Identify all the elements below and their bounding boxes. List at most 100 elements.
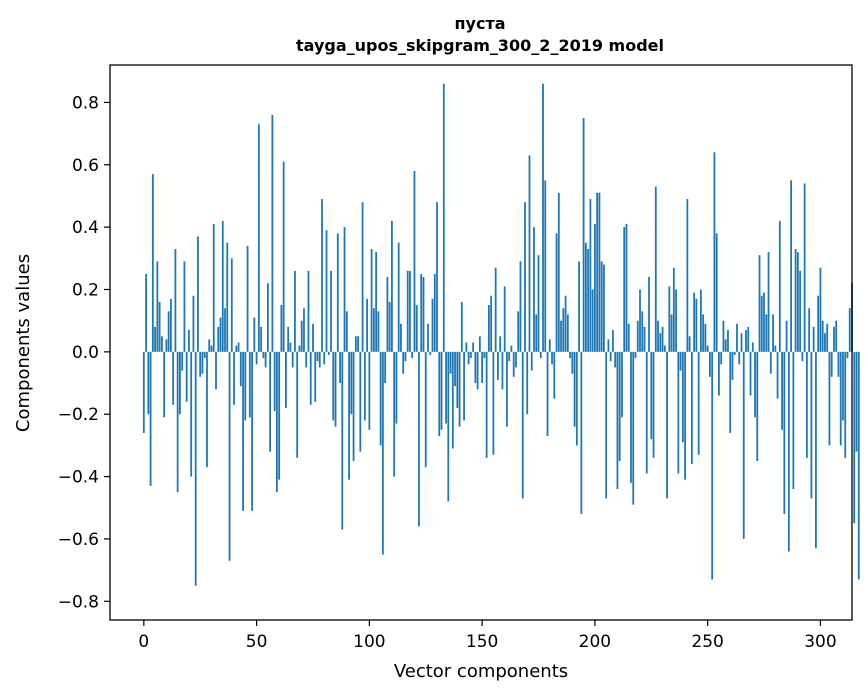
bar-253 bbox=[713, 152, 716, 352]
bar-148 bbox=[476, 351, 479, 390]
bar-36 bbox=[224, 308, 226, 352]
bar-202 bbox=[598, 192, 601, 352]
bar-153 bbox=[487, 305, 490, 352]
bar-62 bbox=[282, 161, 285, 352]
bar-243 bbox=[690, 351, 693, 465]
bar-232 bbox=[666, 351, 668, 499]
bar-237 bbox=[677, 351, 680, 474]
bar-191 bbox=[573, 351, 576, 427]
bar-10 bbox=[165, 339, 168, 352]
bar-296 bbox=[810, 351, 813, 499]
bar-67 bbox=[294, 270, 296, 352]
bar-126 bbox=[427, 323, 429, 352]
bar-27 bbox=[203, 351, 206, 359]
bar-286 bbox=[787, 351, 790, 552]
bar-20 bbox=[188, 330, 190, 352]
bar-268 bbox=[747, 326, 750, 352]
bar-18 bbox=[183, 261, 186, 352]
bar-112 bbox=[395, 351, 398, 424]
bar-297 bbox=[812, 326, 815, 352]
bar-34 bbox=[219, 317, 222, 352]
bar-41 bbox=[235, 345, 238, 352]
bar-25 bbox=[199, 351, 202, 377]
bar-48 bbox=[251, 351, 253, 511]
y-tick-label: 0.8 bbox=[72, 93, 99, 113]
bar-311 bbox=[844, 351, 847, 458]
bar-91 bbox=[348, 351, 350, 480]
bar-56 bbox=[269, 351, 272, 452]
bar-302 bbox=[824, 333, 826, 352]
bar-278 bbox=[769, 351, 772, 374]
bar-187 bbox=[564, 295, 567, 352]
bar-55 bbox=[266, 283, 269, 352]
y-tick-label: 0.4 bbox=[72, 218, 99, 238]
bar-158 bbox=[499, 336, 502, 352]
bar-301 bbox=[821, 320, 824, 352]
bar-9 bbox=[163, 351, 166, 418]
bar-252 bbox=[711, 351, 714, 580]
bar-244 bbox=[693, 292, 696, 352]
bar-197 bbox=[587, 248, 590, 352]
bar-273 bbox=[758, 255, 761, 352]
bar-75 bbox=[312, 323, 314, 352]
bar-300 bbox=[819, 267, 822, 352]
bar-39 bbox=[230, 258, 233, 352]
bar-2 bbox=[147, 351, 150, 415]
bar-213 bbox=[623, 227, 626, 352]
y-tick-label: −0.8 bbox=[58, 592, 99, 612]
bar-83 bbox=[330, 270, 332, 352]
bar-47 bbox=[248, 351, 251, 418]
bar-160 bbox=[503, 286, 506, 352]
bar-177 bbox=[542, 83, 544, 352]
bar-317 bbox=[857, 351, 860, 580]
bar-72 bbox=[305, 351, 308, 368]
x-tick-label: 50 bbox=[246, 632, 268, 652]
bar-13 bbox=[172, 351, 175, 405]
bar-212 bbox=[621, 351, 623, 418]
bar-254 bbox=[715, 233, 718, 352]
bar-260 bbox=[729, 351, 732, 433]
bar-204 bbox=[603, 264, 605, 352]
bar-23 bbox=[194, 351, 197, 586]
bar-137 bbox=[451, 351, 454, 449]
bar-192 bbox=[575, 351, 578, 446]
bar-210 bbox=[616, 351, 619, 490]
bar-156 bbox=[494, 267, 497, 352]
bar-283 bbox=[781, 351, 783, 430]
bar-241 bbox=[686, 199, 689, 352]
bar-258 bbox=[724, 339, 727, 352]
bar-264 bbox=[738, 351, 741, 365]
bar-151 bbox=[483, 351, 486, 359]
x-tick-label: 300 bbox=[804, 632, 836, 652]
bar-142 bbox=[463, 351, 465, 421]
bar-198 bbox=[589, 199, 592, 352]
y-axis-label: Components values bbox=[13, 254, 34, 432]
bar-274 bbox=[760, 295, 763, 352]
bar-102 bbox=[372, 308, 375, 352]
bar-124 bbox=[422, 277, 425, 352]
bar-3 bbox=[149, 351, 152, 486]
bar-29 bbox=[208, 339, 211, 352]
bar-116 bbox=[404, 351, 407, 362]
bar-53 bbox=[262, 351, 265, 359]
bar-109 bbox=[388, 301, 391, 352]
bar-73 bbox=[307, 270, 310, 352]
bar-193 bbox=[578, 261, 580, 352]
bar-308 bbox=[837, 351, 840, 377]
bar-40 bbox=[233, 351, 235, 405]
y-tick-label: −0.4 bbox=[58, 468, 99, 488]
bar-315 bbox=[853, 351, 856, 524]
bar-246 bbox=[697, 351, 700, 455]
bar-84 bbox=[332, 351, 335, 421]
bar-79 bbox=[321, 199, 323, 352]
bar-0 bbox=[142, 351, 145, 433]
bar-114 bbox=[400, 323, 402, 352]
bar-140 bbox=[458, 351, 461, 427]
bar-130 bbox=[436, 202, 438, 352]
bar-143 bbox=[465, 342, 468, 352]
bar-70 bbox=[300, 320, 303, 352]
bar-4 bbox=[151, 174, 154, 352]
bar-316 bbox=[855, 351, 858, 452]
bar-221 bbox=[641, 311, 644, 352]
